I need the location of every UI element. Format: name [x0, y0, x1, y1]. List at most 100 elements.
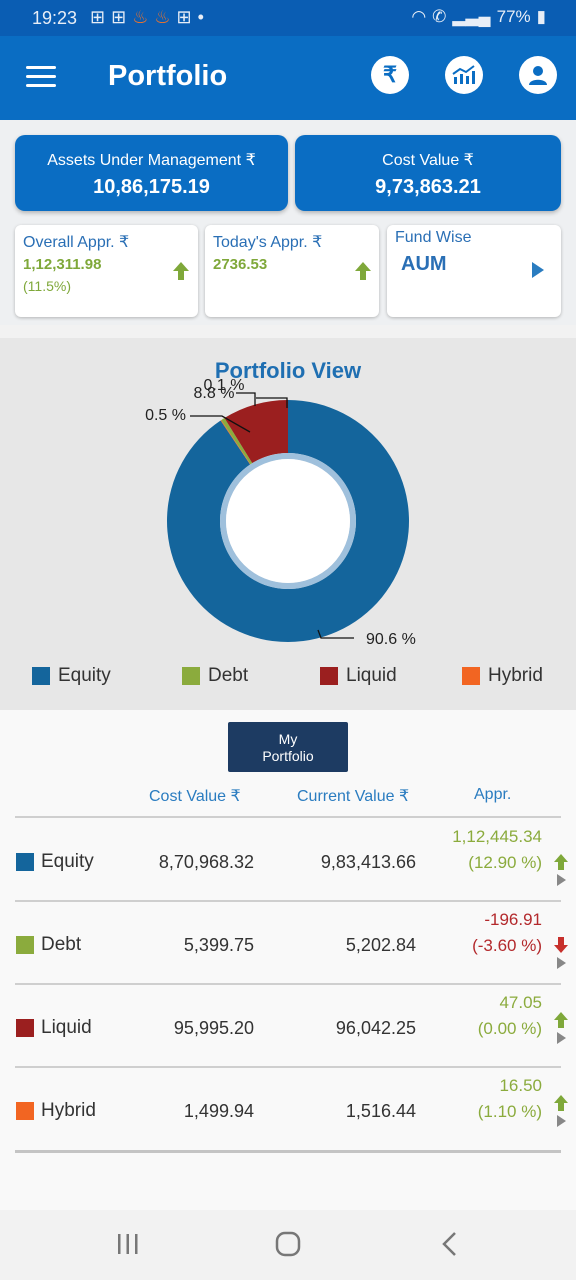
- divider: [15, 1066, 561, 1068]
- appreciation-value: 47.05: [499, 993, 542, 1012]
- play-arrow-icon[interactable]: [531, 261, 545, 279]
- current-value: 5,202.84: [345, 935, 416, 955]
- slice-value-label: 0.1 %: [204, 377, 245, 394]
- status-bar: 19:23 ⊞ ⊞ ♨ ♨ ⊞ • ◠ ✆ ▂▃▄ 77% ▮: [0, 0, 576, 36]
- current-value: 96,042.25: [335, 1018, 416, 1038]
- recent-apps-icon[interactable]: [116, 1232, 140, 1256]
- home-icon[interactable]: [275, 1231, 301, 1257]
- legend-swatch: [182, 667, 200, 685]
- cost-value: 8,70,968.32: [158, 852, 254, 872]
- legend-swatch: [32, 667, 50, 685]
- appreciation-value: 1,12,445.34: [452, 827, 542, 846]
- app-notification-icon: ⊞: [90, 7, 106, 27]
- table-row[interactable]: Equity 8,70,968.32 9,83,413.66 1,12,445.…: [0, 818, 576, 901]
- tab-label-line-2: Portfolio: [262, 748, 314, 764]
- profile-icon[interactable]: [519, 56, 557, 94]
- rupee-icon[interactable]: ₹: [371, 56, 409, 94]
- category-swatch: [16, 1102, 34, 1120]
- tab-my-portfolio[interactable]: My Portfolio: [228, 722, 348, 772]
- up-arrow-icon: [173, 262, 189, 280]
- expand-arrow-icon[interactable]: [557, 874, 566, 886]
- wifi-icon: ◠: [411, 7, 427, 26]
- today-appr-label: Today's Appr. ₹: [213, 234, 323, 251]
- current-value: 1,516.44: [345, 1101, 416, 1121]
- legend-item-debt[interactable]: Debt: [182, 665, 248, 687]
- up-arrow-icon: [554, 1012, 568, 1028]
- divider: [15, 816, 561, 818]
- column-header-current: Current Value ₹: [297, 788, 410, 805]
- cost-value: 95,995.20: [173, 1018, 254, 1038]
- expand-arrow-icon[interactable]: [557, 1032, 566, 1044]
- cost-value: 1,499.94: [183, 1101, 254, 1121]
- slice-value-label: 0.5 %: [145, 407, 186, 424]
- up-arrow-icon: [554, 854, 568, 870]
- aum-label: Assets Under Management ₹: [47, 152, 256, 169]
- fund-wise-aum-card[interactable]: Fund Wise AUM: [387, 225, 561, 317]
- up-arrow-icon: [554, 1095, 568, 1111]
- summary-cards: Assets Under Management ₹ 10,86,175.19 C…: [0, 120, 576, 325]
- dot-icon: •: [197, 7, 204, 27]
- appreciation-percent: (12.90 %): [468, 853, 542, 872]
- slice-liquid[interactable]: [224, 400, 288, 464]
- cost-value-card: Cost Value ₹ 9,73,863.21: [295, 135, 561, 211]
- cost-value-label: Cost Value ₹: [382, 152, 474, 169]
- cost-value: 5,399.75: [183, 935, 254, 955]
- today-appr-value: 2736.53: [213, 256, 268, 273]
- leader-line: [256, 397, 288, 408]
- menu-icon[interactable]: [26, 66, 56, 88]
- table-row[interactable]: Liquid 95,995.20 96,042.25 47.05 (0.00 %…: [0, 984, 576, 1067]
- fund-wise-label: Fund Wise: [395, 229, 472, 246]
- legend-label: Hybrid: [488, 665, 543, 686]
- category-name: Equity: [41, 851, 94, 872]
- slice-debt[interactable]: [221, 418, 253, 465]
- portfolio-donut-chart[interactable]: 90.6 % 0.5 % 8.8 %0.1 %: [0, 338, 576, 658]
- donut-inner-ring: [220, 453, 356, 589]
- battery-icon: ▮: [536, 7, 546, 26]
- legend-item-equity[interactable]: Equity: [32, 665, 111, 687]
- category-swatch: [16, 936, 34, 954]
- donut-hole: [226, 459, 350, 583]
- down-arrow-icon: [554, 937, 568, 953]
- slice-equity[interactable]: [167, 400, 409, 642]
- leader-line: [190, 415, 251, 433]
- chart-title: Portfolio View: [214, 358, 362, 383]
- category-name: Hybrid: [41, 1100, 96, 1121]
- back-icon[interactable]: [440, 1231, 460, 1257]
- overall-appr-percent: (11.5%): [23, 278, 71, 294]
- legend-swatch: [320, 667, 338, 685]
- leader-line: [236, 392, 256, 406]
- table-row[interactable]: Hybrid 1,499.94 1,516.44 16.50 (1.10 %): [0, 1067, 576, 1150]
- app-notification-icon: ⊞: [176, 7, 192, 27]
- appreciation-percent: (-3.60 %): [472, 936, 542, 955]
- call-icon: ✆: [432, 7, 447, 26]
- tab-label-line-1: My: [278, 731, 298, 747]
- fire-icon: ♨: [154, 7, 171, 27]
- fire-icon: ♨: [132, 7, 149, 27]
- growth-chart-icon[interactable]: [445, 56, 483, 94]
- leader-line: [317, 629, 354, 639]
- battery-level: 77%: [496, 7, 531, 26]
- legend-item-liquid[interactable]: Liquid: [320, 665, 397, 687]
- appreciation-percent: (1.10 %): [477, 1102, 542, 1121]
- slice-value-label: 8.8 %: [194, 385, 235, 402]
- appreciation-value: -196.91: [484, 910, 542, 929]
- expand-arrow-icon[interactable]: [557, 1115, 566, 1127]
- cost-value-amount: 9,73,863.21: [375, 176, 481, 198]
- notification-icons: ⊞ ⊞ ♨ ♨ ⊞ •: [90, 6, 204, 28]
- category-swatch: [16, 1019, 34, 1037]
- divider: [15, 1150, 561, 1153]
- table-row[interactable]: Debt 5,399.75 5,202.84 -196.91 (-3.60 %): [0, 901, 576, 984]
- status-right: ◠ ✆ ▂▃▄ 77% ▮: [411, 7, 546, 27]
- page-title: Portfolio: [108, 60, 228, 92]
- divider: [15, 900, 561, 902]
- column-header-appr: Appr.: [474, 786, 512, 803]
- slice-value-label: 90.6 %: [366, 631, 416, 648]
- expand-arrow-icon[interactable]: [557, 957, 566, 969]
- overall-appreciation-card: Overall Appr. ₹ 1,12,311.98 (11.5%): [15, 225, 198, 317]
- slice-hybrid[interactable]: [220, 420, 251, 465]
- category-name: Debt: [41, 934, 82, 955]
- legend-label: Equity: [58, 665, 111, 686]
- legend-item-hybrid[interactable]: Hybrid: [462, 665, 543, 687]
- holdings-section: My Portfolio Cost Value ₹ Current Value …: [0, 710, 576, 1210]
- aum-value: 10,86,175.19: [93, 176, 210, 198]
